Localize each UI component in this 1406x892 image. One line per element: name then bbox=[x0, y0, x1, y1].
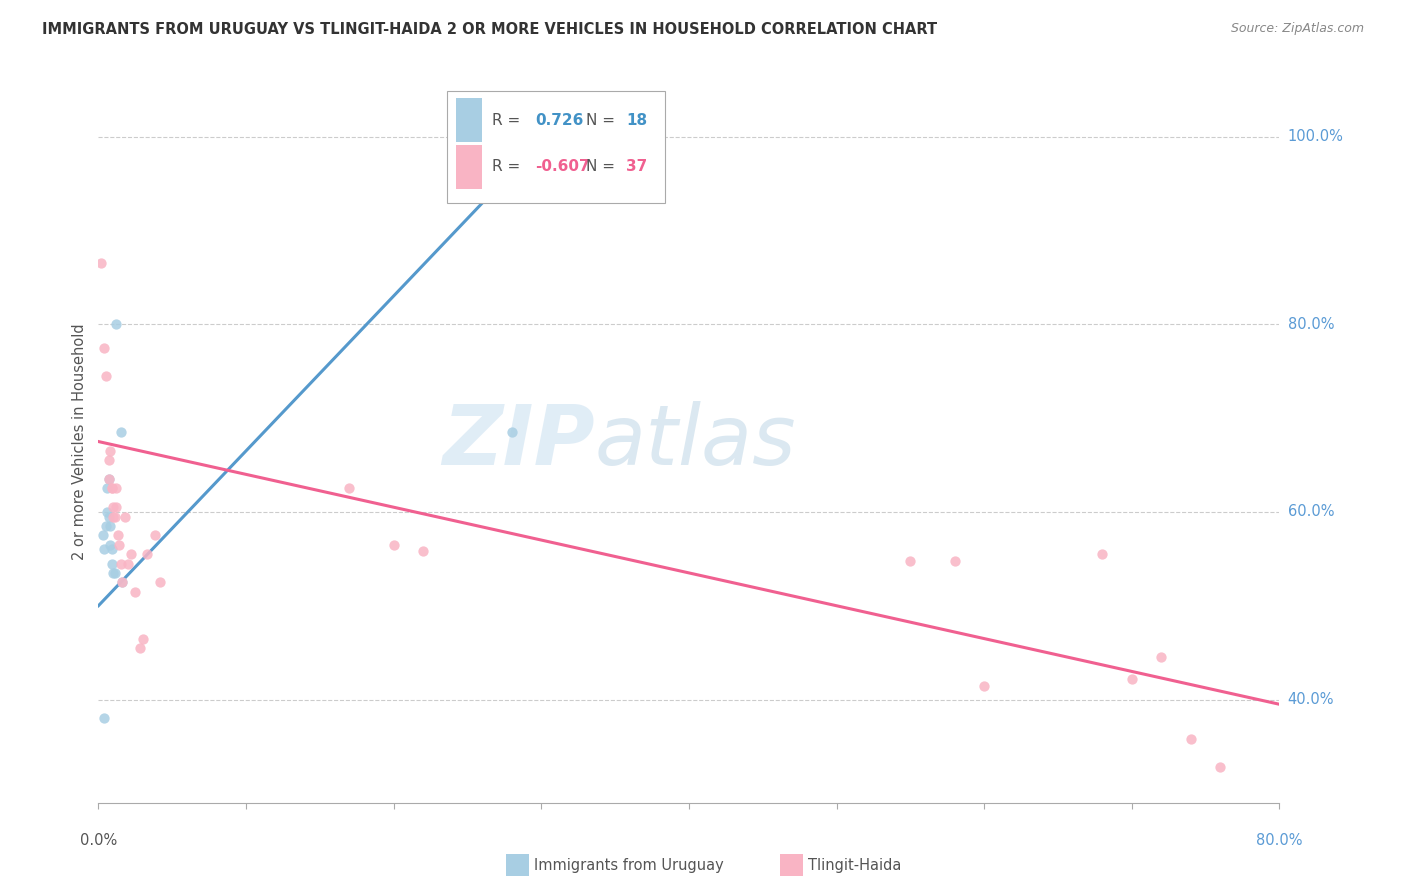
Point bbox=[108, 538, 131, 552]
Text: R =: R = bbox=[492, 160, 524, 175]
Point bbox=[104, 566, 127, 580]
Text: Immigrants from Uruguay: Immigrants from Uruguay bbox=[534, 858, 724, 872]
Point bbox=[114, 509, 136, 524]
Point bbox=[103, 509, 125, 524]
Text: Source: ZipAtlas.com: Source: ZipAtlas.com bbox=[1230, 22, 1364, 36]
Point bbox=[501, 425, 523, 439]
Point bbox=[97, 453, 120, 467]
Point bbox=[900, 554, 922, 568]
Y-axis label: 2 or more Vehicles in Household: 2 or more Vehicles in Household bbox=[72, 323, 87, 560]
Point bbox=[96, 482, 118, 496]
Point bbox=[117, 557, 139, 571]
Point bbox=[110, 557, 132, 571]
Text: R =: R = bbox=[492, 112, 524, 128]
Bar bbox=[457, 145, 482, 189]
Point bbox=[1209, 760, 1232, 774]
Point bbox=[91, 528, 114, 542]
Point bbox=[1150, 650, 1173, 665]
Text: 37: 37 bbox=[626, 160, 648, 175]
Point bbox=[94, 368, 117, 383]
Point bbox=[93, 711, 115, 725]
Point bbox=[93, 542, 115, 557]
Point bbox=[103, 500, 125, 515]
Point bbox=[98, 538, 121, 552]
Point bbox=[105, 500, 128, 515]
Point bbox=[120, 547, 142, 561]
Point bbox=[339, 482, 361, 496]
FancyBboxPatch shape bbox=[447, 91, 665, 203]
Text: N =: N = bbox=[586, 112, 620, 128]
Point bbox=[105, 482, 128, 496]
Point bbox=[1180, 731, 1202, 746]
Point bbox=[100, 482, 122, 496]
Text: 60.0%: 60.0% bbox=[1288, 504, 1334, 519]
Text: ZIP: ZIP bbox=[441, 401, 595, 482]
Point bbox=[107, 528, 129, 542]
Point bbox=[973, 679, 995, 693]
Text: IMMIGRANTS FROM URUGUAY VS TLINGIT-HAIDA 2 OR MORE VEHICLES IN HOUSEHOLD CORRELA: IMMIGRANTS FROM URUGUAY VS TLINGIT-HAIDA… bbox=[42, 22, 938, 37]
Text: 18: 18 bbox=[626, 112, 648, 128]
Point bbox=[104, 509, 127, 524]
Point bbox=[382, 538, 405, 552]
Point bbox=[93, 341, 115, 355]
Point bbox=[149, 575, 172, 590]
Point bbox=[103, 566, 125, 580]
Text: 80.0%: 80.0% bbox=[1288, 317, 1334, 332]
Text: 0.0%: 0.0% bbox=[80, 833, 117, 848]
Point bbox=[111, 575, 134, 590]
Point bbox=[943, 554, 966, 568]
Point bbox=[94, 519, 117, 533]
Point bbox=[90, 256, 112, 270]
Text: 80.0%: 80.0% bbox=[1256, 833, 1303, 848]
Point bbox=[98, 444, 121, 458]
Text: 0.726: 0.726 bbox=[536, 112, 583, 128]
Bar bbox=[457, 98, 482, 142]
Point bbox=[97, 472, 120, 486]
Point bbox=[96, 505, 118, 519]
Point bbox=[105, 318, 128, 332]
Text: N =: N = bbox=[586, 160, 620, 175]
Point bbox=[132, 632, 155, 646]
Point bbox=[1121, 672, 1143, 686]
Point bbox=[110, 425, 132, 439]
Point bbox=[124, 584, 146, 599]
Point bbox=[100, 542, 122, 557]
Text: Tlingit-Haida: Tlingit-Haida bbox=[808, 858, 901, 872]
Point bbox=[97, 509, 120, 524]
Point bbox=[100, 482, 122, 496]
Text: 40.0%: 40.0% bbox=[1288, 692, 1334, 707]
Point bbox=[98, 519, 121, 533]
Text: atlas: atlas bbox=[595, 401, 796, 482]
Point bbox=[128, 640, 150, 655]
Point bbox=[111, 575, 134, 590]
Point bbox=[143, 528, 166, 542]
Point bbox=[412, 544, 434, 558]
Text: -0.607: -0.607 bbox=[536, 160, 591, 175]
Text: 100.0%: 100.0% bbox=[1288, 129, 1344, 145]
Point bbox=[97, 472, 120, 486]
Point bbox=[1091, 547, 1114, 561]
Point bbox=[100, 557, 122, 571]
Point bbox=[136, 547, 159, 561]
